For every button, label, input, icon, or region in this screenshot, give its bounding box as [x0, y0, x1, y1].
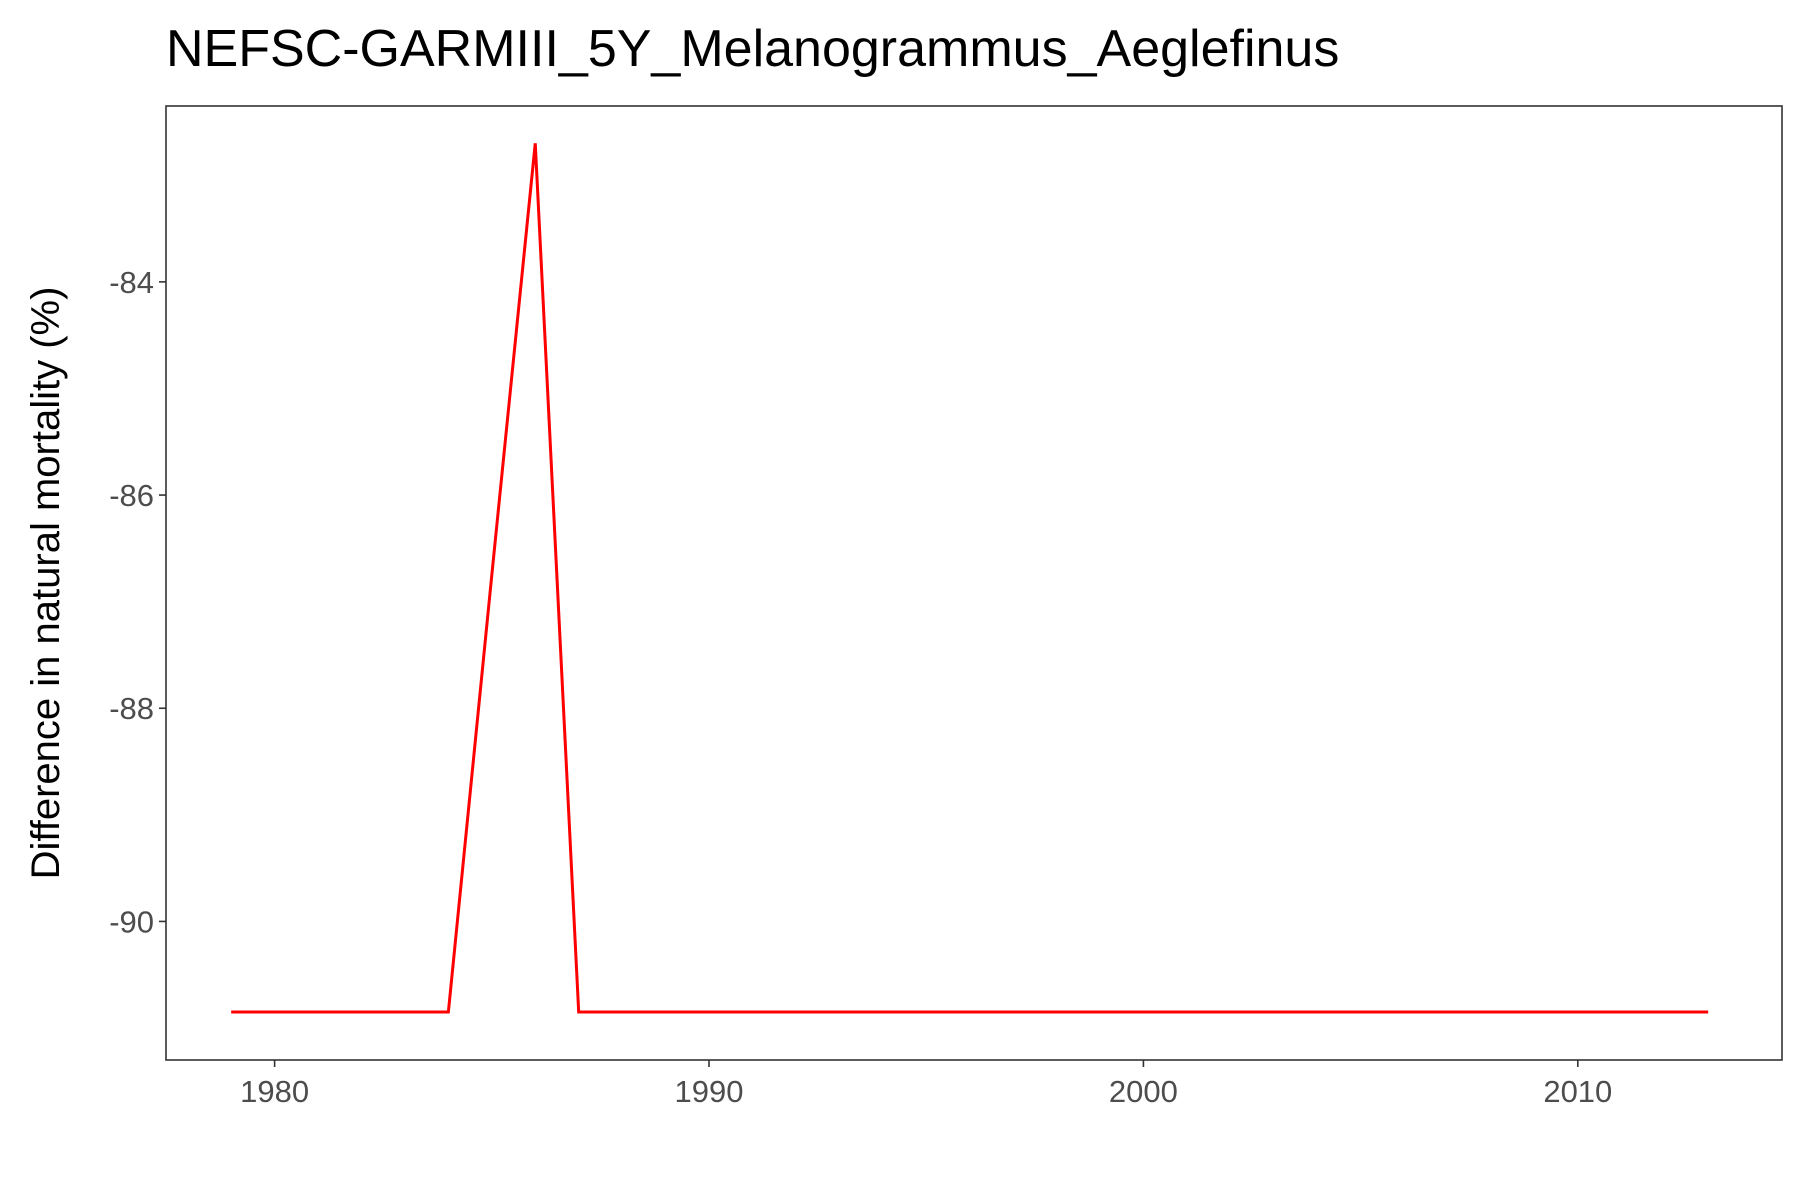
x-tick-label: 2000 [1109, 1074, 1178, 1109]
x-axis: 1980 1990 2000 2010 [240, 1060, 1612, 1109]
y-tick-label: -90 [109, 904, 154, 939]
y-axis-label: Difference in natural mortality (%) [24, 287, 68, 880]
y-axis: -90 -88 -86 -84 [109, 265, 166, 939]
plot-panel [165, 105, 1783, 1061]
series-line [231, 143, 1709, 1014]
x-tick-label: 2010 [1543, 1074, 1612, 1109]
y-tick-label: -84 [109, 265, 154, 300]
y-tick-label: -88 [109, 691, 154, 726]
y-tick-label: -86 [109, 478, 154, 513]
x-tick-label: 1980 [240, 1074, 309, 1109]
series-layer [231, 143, 1709, 1014]
chart-title: NEFSC-GARMIII_5Y_Melanogrammus_Aeglefinu… [166, 20, 1339, 78]
x-tick-label: 1990 [675, 1074, 744, 1109]
